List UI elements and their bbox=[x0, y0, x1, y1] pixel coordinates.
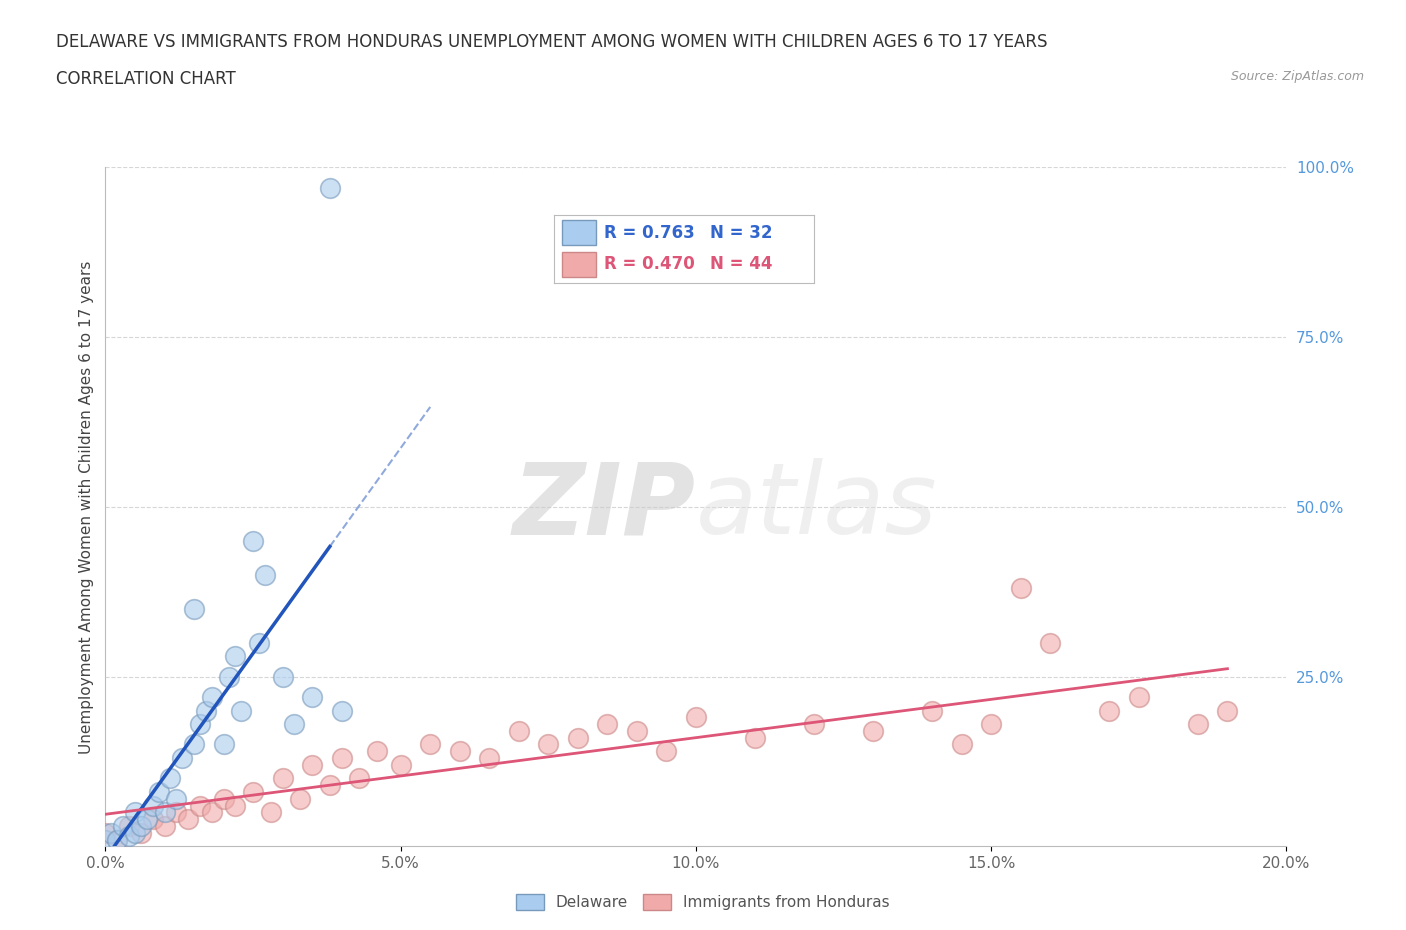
Text: N = 44: N = 44 bbox=[710, 256, 773, 273]
Point bbox=[283, 717, 305, 732]
Point bbox=[319, 777, 342, 792]
Point bbox=[319, 180, 342, 195]
Point bbox=[389, 757, 412, 772]
Point bbox=[242, 785, 264, 800]
Point bbox=[1098, 703, 1121, 718]
Point bbox=[301, 689, 323, 704]
Text: Source: ZipAtlas.com: Source: ZipAtlas.com bbox=[1230, 70, 1364, 83]
Point bbox=[366, 744, 388, 759]
Point bbox=[330, 703, 353, 718]
Point bbox=[1128, 689, 1150, 704]
Point bbox=[201, 805, 224, 820]
Point bbox=[172, 751, 194, 765]
Point bbox=[142, 798, 165, 813]
Point bbox=[118, 829, 141, 844]
Text: R = 0.763: R = 0.763 bbox=[603, 223, 695, 242]
Point bbox=[224, 798, 246, 813]
Point bbox=[1010, 581, 1032, 596]
Point bbox=[980, 717, 1002, 732]
Point bbox=[1216, 703, 1239, 718]
Point bbox=[94, 825, 117, 840]
Point bbox=[626, 724, 648, 738]
Text: CORRELATION CHART: CORRELATION CHART bbox=[56, 70, 236, 87]
Point bbox=[148, 785, 170, 800]
Text: DELAWARE VS IMMIGRANTS FROM HONDURAS UNEMPLOYMENT AMONG WOMEN WITH CHILDREN AGES: DELAWARE VS IMMIGRANTS FROM HONDURAS UNE… bbox=[56, 33, 1047, 50]
Text: atlas: atlas bbox=[696, 458, 938, 555]
Point bbox=[118, 818, 141, 833]
Point bbox=[100, 825, 122, 840]
Point bbox=[105, 832, 128, 847]
Legend: Delaware, Immigrants from Honduras: Delaware, Immigrants from Honduras bbox=[509, 886, 897, 918]
Point bbox=[950, 737, 973, 752]
Point bbox=[201, 689, 224, 704]
Point bbox=[921, 703, 943, 718]
Point bbox=[419, 737, 441, 752]
Point bbox=[1187, 717, 1209, 732]
Point bbox=[177, 812, 200, 827]
Text: R = 0.470: R = 0.470 bbox=[603, 256, 695, 273]
Point bbox=[744, 730, 766, 745]
Y-axis label: Unemployment Among Women with Children Ages 6 to 17 years: Unemployment Among Women with Children A… bbox=[79, 260, 94, 753]
Point bbox=[862, 724, 884, 738]
Text: ZIP: ZIP bbox=[513, 458, 696, 555]
Point bbox=[124, 805, 146, 820]
Point bbox=[124, 825, 146, 840]
Point bbox=[655, 744, 678, 759]
Point bbox=[537, 737, 560, 752]
Bar bbox=[562, 219, 596, 246]
Point bbox=[247, 635, 270, 650]
Point bbox=[165, 791, 187, 806]
Point bbox=[194, 703, 217, 718]
Point bbox=[212, 737, 235, 752]
Point bbox=[159, 771, 181, 786]
Point bbox=[330, 751, 353, 765]
Point bbox=[165, 805, 187, 820]
Bar bbox=[562, 252, 596, 277]
Point bbox=[231, 703, 253, 718]
Point bbox=[803, 717, 825, 732]
Point bbox=[508, 724, 530, 738]
Point bbox=[153, 818, 176, 833]
Point bbox=[224, 649, 246, 664]
Text: N = 32: N = 32 bbox=[710, 223, 773, 242]
Point bbox=[94, 832, 117, 847]
Point bbox=[290, 791, 312, 806]
Point bbox=[349, 771, 371, 786]
Point bbox=[183, 602, 205, 617]
Point bbox=[188, 717, 211, 732]
Point bbox=[260, 805, 283, 820]
Point bbox=[183, 737, 205, 752]
Point bbox=[112, 818, 135, 833]
Point bbox=[242, 534, 264, 549]
Point bbox=[135, 812, 157, 827]
Point bbox=[478, 751, 501, 765]
Point bbox=[449, 744, 471, 759]
Point bbox=[105, 832, 128, 847]
Point bbox=[567, 730, 589, 745]
Point bbox=[218, 670, 240, 684]
Point bbox=[129, 825, 152, 840]
Point bbox=[129, 818, 152, 833]
Point bbox=[301, 757, 323, 772]
Point bbox=[153, 805, 176, 820]
Point bbox=[271, 670, 294, 684]
Point bbox=[142, 812, 165, 827]
Point bbox=[685, 710, 707, 724]
Point bbox=[188, 798, 211, 813]
Point bbox=[1039, 635, 1062, 650]
Point bbox=[596, 717, 619, 732]
Point bbox=[212, 791, 235, 806]
Point bbox=[253, 567, 276, 582]
Point bbox=[271, 771, 294, 786]
